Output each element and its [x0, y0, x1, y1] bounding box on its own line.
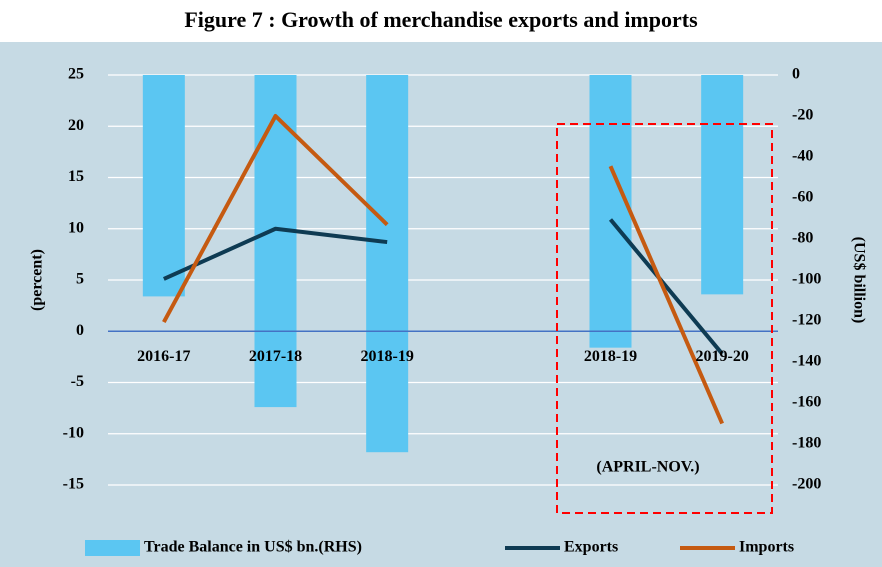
y-tick-label: -15 — [63, 476, 84, 493]
y-tick-label: 5 — [76, 271, 84, 288]
x-tick-label: 2017-18 — [249, 348, 302, 365]
y2-tick-label: -140 — [792, 353, 821, 370]
y2-tick-label: -80 — [792, 230, 813, 247]
y-axis-label: (percent) — [29, 249, 46, 311]
x-tick-label: 2018-19 — [584, 348, 637, 365]
chart-background — [0, 42, 882, 567]
y2-tick-label: -20 — [792, 107, 813, 124]
y2-tick-label: 0 — [792, 66, 800, 83]
y2-tick-label: -100 — [792, 271, 821, 288]
y2-tick-label: -60 — [792, 189, 813, 206]
y-tick-label: 25 — [68, 66, 84, 83]
x-tick-label: 2019-20 — [696, 348, 749, 365]
y-tick-label: 10 — [68, 219, 84, 236]
y2-tick-label: -160 — [792, 394, 821, 411]
bar — [701, 75, 744, 295]
line — [163, 218, 724, 356]
y-tick-label: -10 — [63, 424, 84, 441]
bar — [589, 75, 632, 348]
highlight-box — [556, 123, 773, 514]
line — [162, 114, 725, 425]
y2-tick-label: -40 — [792, 148, 813, 165]
bar — [366, 75, 409, 453]
legend-label: Trade Balance in US$ bn.(RHS) — [144, 539, 362, 556]
y2-axis-label: (US$ billion) — [850, 237, 867, 324]
y2-tick-label: -120 — [792, 312, 821, 329]
legend-swatch — [85, 540, 140, 556]
y-tick-label: 20 — [68, 117, 84, 134]
y-tick-label: 15 — [68, 168, 84, 185]
y-tick-label: -5 — [71, 373, 84, 390]
x-tick-label: 2016-17 — [137, 348, 190, 365]
y-tick-label: 0 — [76, 322, 84, 339]
y2-tick-label: -200 — [792, 476, 821, 493]
x-tick-label: 2018-19 — [361, 348, 414, 365]
y2-tick-label: -180 — [792, 435, 821, 452]
chart-title: Figure 7 : Growth of merchandise exports… — [184, 7, 698, 32]
annotation: (APRIL-NOV.) — [596, 459, 699, 476]
legend-label: Exports — [564, 539, 618, 556]
bar — [142, 75, 185, 297]
legend-label: Imports — [739, 539, 794, 556]
